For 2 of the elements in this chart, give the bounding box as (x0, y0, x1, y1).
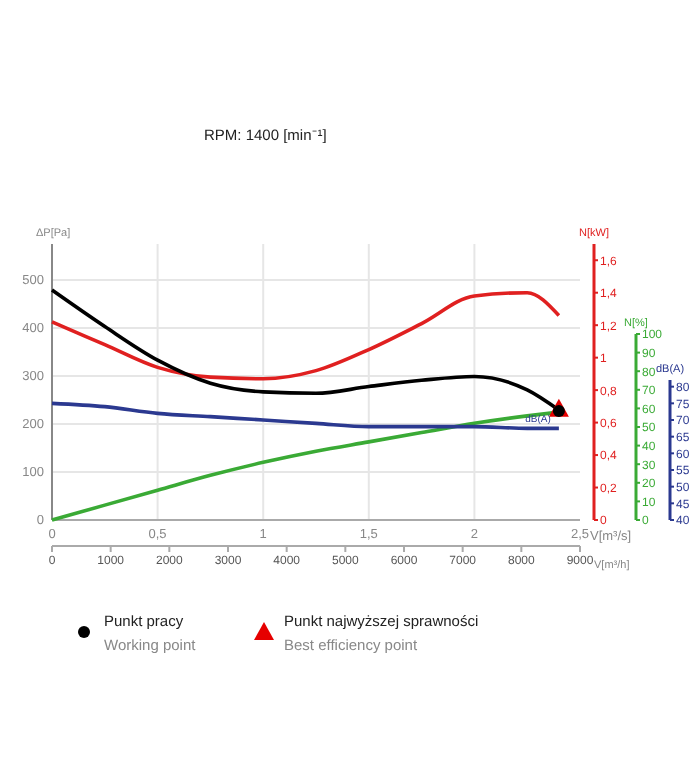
line-series (50, 401, 561, 431)
line-series (50, 290, 561, 381)
